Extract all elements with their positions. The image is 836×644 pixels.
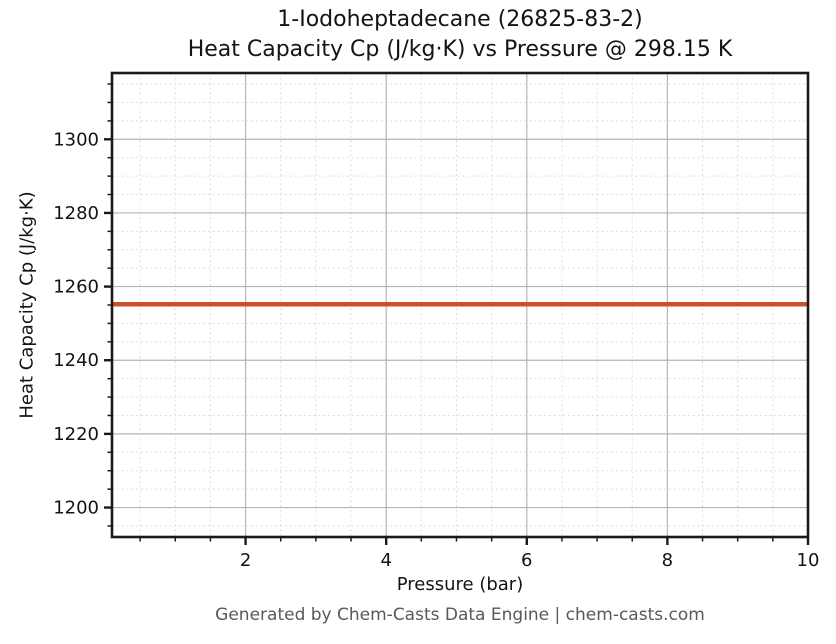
y-tick-label: 1220 [53,424,99,445]
y-tick-label: 1260 [53,277,99,298]
y-tick-label: 1280 [53,203,99,224]
footer-text: Generated by Chem-Casts Data Engine | ch… [215,605,705,625]
y-tick-label: 1300 [53,129,99,150]
x-tick-label: 2 [240,550,251,571]
x-tick-label: 10 [797,550,820,571]
y-tick-label: 1240 [53,350,99,371]
x-tick-label: 4 [380,550,391,571]
x-tick-label: 6 [521,550,532,571]
chart-title: 1-Iodoheptadecane (26825-83-2) Heat Capa… [112,5,808,65]
y-tick-label: 1200 [53,498,99,519]
chart-title-line1: 1-Iodoheptadecane (26825-83-2) [277,7,643,32]
chart-title-line2: Heat Capacity Cp (J/kg·K) vs Pressure @ … [187,37,733,62]
y-axis-label: Heat Capacity Cp (J/kg·K) [16,191,38,419]
x-axis-label: Pressure (bar) [396,574,524,595]
x-tick-label: 8 [662,550,673,571]
